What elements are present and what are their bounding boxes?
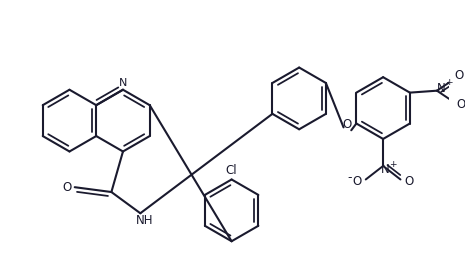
Text: O: O [405,175,414,188]
Text: N: N [437,82,446,95]
Text: O: O [343,118,352,131]
Text: Cl: Cl [226,164,238,177]
Text: +: + [445,78,452,87]
Text: O: O [352,175,362,188]
Text: O: O [62,181,72,194]
Text: +: + [389,160,397,169]
Text: O: O [456,98,465,111]
Text: N: N [119,78,127,88]
Text: NH: NH [135,214,153,227]
Text: O: O [454,69,464,82]
Text: -: - [347,171,352,184]
Text: N: N [381,163,389,176]
